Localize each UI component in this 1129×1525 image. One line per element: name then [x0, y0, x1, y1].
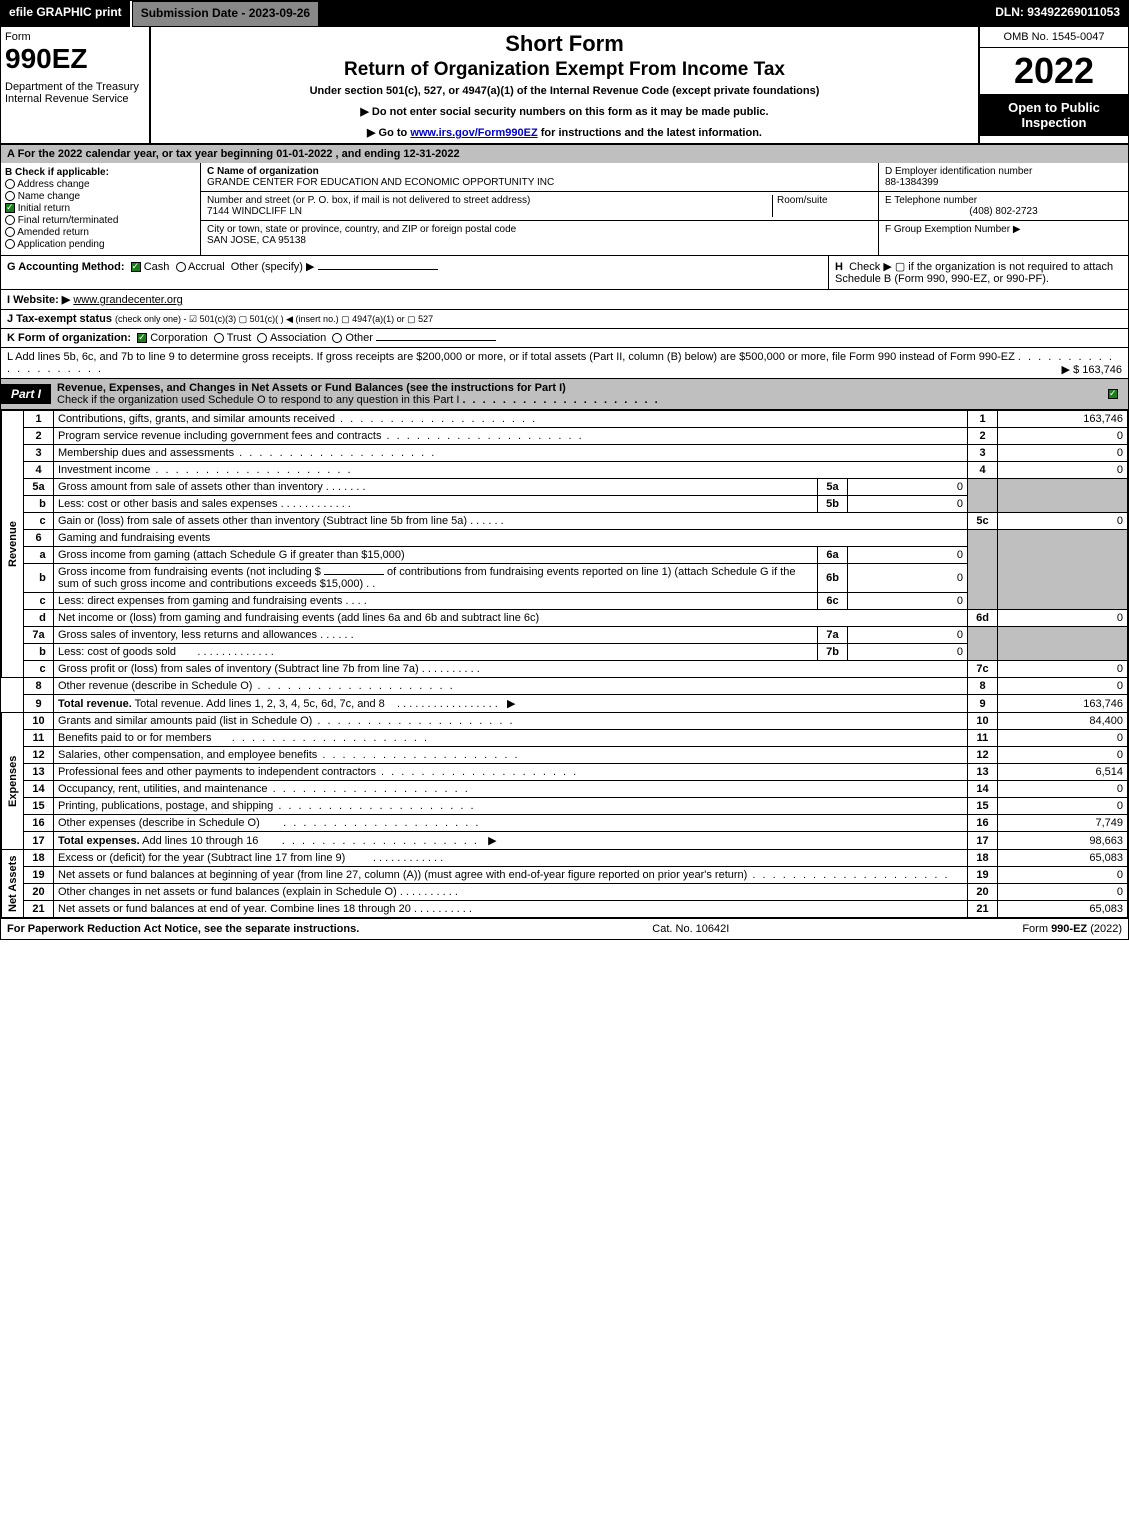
- header-sub2a: ▶ Do not enter social security numbers o…: [155, 105, 974, 118]
- line-1-num: 1: [24, 411, 54, 428]
- city-label: City or town, state or province, country…: [207, 224, 516, 235]
- section-b: B Check if applicable: Address change Na…: [1, 163, 201, 255]
- k-other-line[interactable]: [376, 340, 496, 341]
- form-label: Form: [5, 31, 145, 43]
- h-label: H: [835, 261, 843, 273]
- irs-link[interactable]: www.irs.gov/Form990EZ: [410, 127, 537, 139]
- chk-trust[interactable]: [214, 333, 224, 343]
- part1-table: Revenue 1 Contributions, gifts, grants, …: [1, 410, 1128, 918]
- line-1-desc: Contributions, gifts, grants, and simila…: [54, 411, 968, 428]
- section-i: I Website: ▶ www.grandecenter.org: [1, 290, 1128, 310]
- section-e: E Telephone number (408) 802-2723: [879, 192, 1128, 221]
- k-label: K Form of organization:: [7, 332, 131, 344]
- chk-other[interactable]: [332, 333, 342, 343]
- addr-row: Number and street (or P. O. box, if mail…: [201, 192, 878, 221]
- open-to-public: Open to Public Inspection: [980, 94, 1128, 136]
- title-short-form: Short Form: [155, 31, 974, 57]
- header-sub2b: ▶ Go to www.irs.gov/Form990EZ for instru…: [155, 126, 974, 139]
- section-a: A For the 2022 calendar year, or tax yea…: [1, 145, 1128, 163]
- sub2b-suffix: for instructions and the latest informat…: [538, 127, 762, 139]
- part1-checknote: Check if the organization used Schedule …: [57, 394, 459, 406]
- footer: For Paperwork Reduction Act Notice, see …: [1, 918, 1128, 939]
- line-1-amount: 163,746: [998, 411, 1128, 428]
- part1-header: Part I Revenue, Expenses, and Changes in…: [1, 378, 1128, 410]
- chk-address-change[interactable]: Address change: [5, 179, 196, 190]
- org-name: GRANDE CENTER FOR EDUCATION AND ECONOMIC…: [207, 177, 554, 188]
- f-label: F Group Exemption Number ▶: [885, 224, 1021, 235]
- part1-title: Revenue, Expenses, and Changes in Net As…: [51, 379, 1098, 409]
- chk-assoc[interactable]: [257, 333, 267, 343]
- section-def: D Employer identification number 88-1384…: [878, 163, 1128, 255]
- sub2b-prefix: ▶ Go to: [367, 127, 410, 139]
- tax-year: 2022: [980, 48, 1128, 94]
- part1-label: Part I: [1, 384, 51, 404]
- header-sub: Under section 501(c), 527, or 4947(a)(1)…: [155, 85, 974, 97]
- addr-label: Number and street (or P. O. box, if mail…: [207, 195, 530, 206]
- ein-value: 88-1384399: [885, 177, 938, 188]
- footer-left: For Paperwork Reduction Act Notice, see …: [7, 923, 359, 935]
- footer-right: Form 990-EZ (2022): [1022, 923, 1122, 935]
- bcdef-block: B Check if applicable: Address change Na…: [1, 163, 1128, 256]
- section-h: H Check ▶ ▢ if the organization is not r…: [828, 256, 1128, 289]
- b-label: B Check if applicable:: [5, 167, 196, 178]
- title-return: Return of Organization Exempt From Incom…: [155, 59, 974, 81]
- h-text: Check ▶ ▢ if the organization is not req…: [835, 261, 1113, 285]
- l-text: L Add lines 5b, 6c, and 7b to line 9 to …: [7, 351, 1015, 363]
- chk-final-return[interactable]: Final return/terminated: [5, 215, 196, 226]
- omb-number: OMB No. 1545-0047: [980, 27, 1128, 48]
- e-label: E Telephone number: [885, 195, 977, 206]
- expenses-vlabel: Expenses: [2, 713, 24, 850]
- header-right: OMB No. 1545-0047 2022 Open to Public In…: [978, 27, 1128, 143]
- g-label: G Accounting Method:: [7, 261, 125, 273]
- chk-amended-return[interactable]: Amended return: [5, 227, 196, 238]
- c-label: C Name of organization: [207, 166, 319, 177]
- org-name-row: C Name of organization GRANDE CENTER FOR…: [201, 163, 878, 192]
- section-j: J Tax-exempt status (check only one) - ☑…: [1, 310, 1128, 329]
- efile-label: efile GRAPHIC print: [1, 1, 132, 27]
- submission-date: Submission Date - 2023-09-26: [132, 1, 319, 27]
- room-suite: Room/suite: [772, 195, 872, 217]
- i-label: I Website: ▶: [7, 294, 70, 306]
- addr-value: 7144 WINDCLIFF LN: [207, 206, 302, 217]
- chk-name-change[interactable]: Name change: [5, 191, 196, 202]
- section-d: D Employer identification number 88-1384…: [879, 163, 1128, 192]
- phone-value: (408) 802-2723: [885, 206, 1122, 217]
- header-left: Form 990EZ Department of the TreasuryInt…: [1, 27, 151, 143]
- chk-accrual[interactable]: [176, 262, 186, 272]
- header-center: Short Form Return of Organization Exempt…: [151, 27, 978, 143]
- j-label: J Tax-exempt status: [7, 313, 112, 325]
- line-1-col: 1: [968, 411, 998, 428]
- other-specify[interactable]: [318, 269, 438, 270]
- section-f: F Group Exemption Number ▶: [879, 221, 1128, 238]
- chk-application-pending[interactable]: Application pending: [5, 239, 196, 250]
- city-value: SAN JOSE, CA 95138: [207, 235, 306, 246]
- topbar-spacer: [319, 1, 987, 27]
- gh-row: G Accounting Method: Cash Accrual Other …: [1, 256, 1128, 290]
- d-label: D Employer identification number: [885, 166, 1032, 177]
- part1-check[interactable]: [1108, 389, 1118, 399]
- website-value: www.grandecenter.org: [73, 294, 182, 306]
- section-k: K Form of organization: Corporation Trus…: [1, 329, 1128, 348]
- section-g: G Accounting Method: Cash Accrual Other …: [1, 256, 828, 289]
- chk-initial-return[interactable]: Initial return: [5, 203, 196, 214]
- chk-corp[interactable]: [137, 333, 147, 343]
- form-number: 990EZ: [5, 43, 145, 75]
- l-amount: ▶ $ 163,746: [1062, 363, 1122, 376]
- chk-cash[interactable]: [131, 262, 141, 272]
- section-l: L Add lines 5b, 6c, and 7b to line 9 to …: [1, 348, 1128, 378]
- city-row: City or town, state or province, country…: [201, 221, 878, 249]
- revenue-vlabel: Revenue: [2, 411, 24, 678]
- topbar: efile GRAPHIC print Submission Date - 20…: [1, 1, 1128, 27]
- section-c: C Name of organization GRANDE CENTER FOR…: [201, 163, 878, 255]
- dln-label: DLN: 93492269011053: [987, 1, 1128, 27]
- j-text: (check only one) - ☑ 501(c)(3) ▢ 501(c)(…: [115, 314, 433, 324]
- dept-label: Department of the TreasuryInternal Reven…: [5, 81, 145, 105]
- netassets-vlabel: Net Assets: [2, 850, 24, 918]
- form-header: Form 990EZ Department of the TreasuryInt…: [1, 27, 1128, 145]
- form-container: efile GRAPHIC print Submission Date - 20…: [0, 0, 1129, 940]
- footer-mid: Cat. No. 10642I: [652, 923, 729, 935]
